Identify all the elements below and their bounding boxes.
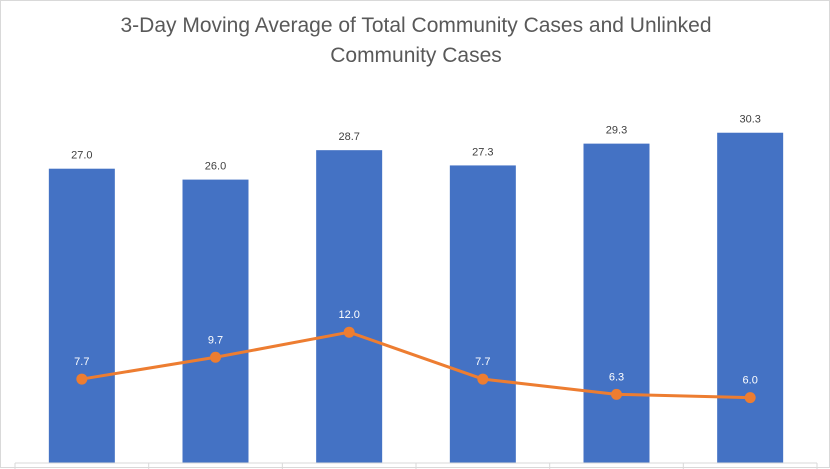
bar-label-0: 27.0 bbox=[71, 150, 92, 162]
line-point-5 bbox=[744, 392, 756, 404]
line-label-2: 12.0 bbox=[338, 309, 359, 321]
line-point-2 bbox=[343, 326, 355, 338]
line-label-4: 6.3 bbox=[609, 371, 624, 383]
line-label-3: 7.7 bbox=[475, 356, 490, 368]
line-label-0: 7.7 bbox=[74, 356, 89, 368]
line-point-4 bbox=[611, 388, 622, 400]
bar-label-5: 30.3 bbox=[739, 114, 760, 126]
line-point-0 bbox=[76, 373, 88, 385]
bar-label-3: 27.3 bbox=[472, 146, 493, 158]
bar-2 bbox=[316, 150, 383, 464]
bar-label-2: 28.7 bbox=[338, 131, 359, 143]
bar-label-1: 26.0 bbox=[205, 161, 226, 173]
line-series bbox=[81, 330, 751, 400]
bar-1 bbox=[182, 179, 249, 463]
bar-3 bbox=[449, 165, 516, 463]
line-label-5: 6.0 bbox=[743, 375, 758, 387]
bar-5 bbox=[717, 132, 784, 464]
chart-title: 3-Day Moving Average of Total Community … bbox=[1, 11, 830, 71]
bar-0 bbox=[48, 168, 115, 463]
line-point-1 bbox=[210, 351, 221, 363]
bar-label-4: 29.3 bbox=[606, 125, 627, 137]
line-label-1: 9.7 bbox=[208, 334, 223, 346]
line-point-3 bbox=[477, 373, 489, 385]
bar-4 bbox=[583, 143, 650, 463]
chart-title-line2: Community Cases bbox=[330, 44, 502, 67]
chart-title-line1: 3-Day Moving Average of Total Community … bbox=[120, 14, 712, 37]
